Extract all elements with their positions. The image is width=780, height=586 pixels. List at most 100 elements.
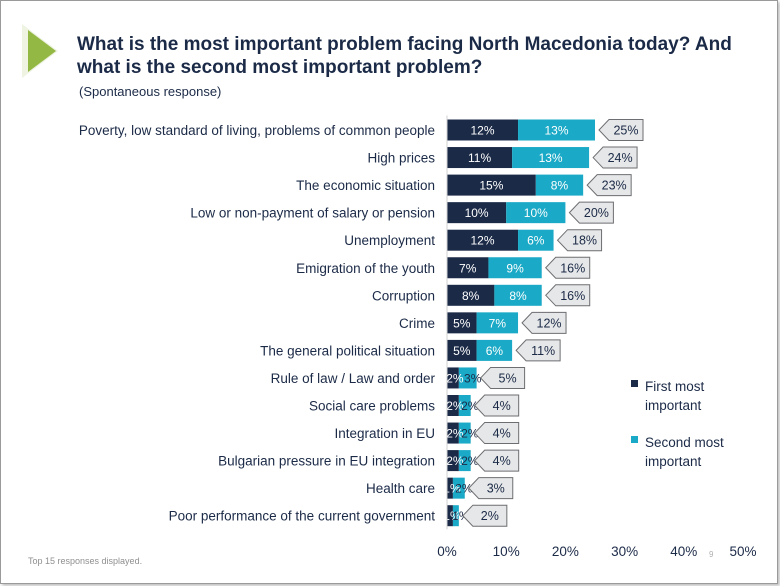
bar-second-most-important <box>518 119 595 141</box>
x-tick-label: 20% <box>552 544 579 559</box>
total-callout <box>556 229 603 252</box>
bar-second-most-important <box>458 450 471 472</box>
total-label: 25% <box>613 124 638 138</box>
x-tick-label: 10% <box>493 544 520 559</box>
category-label: Low or non-payment of salary or pension <box>190 206 435 221</box>
total-callout <box>473 422 520 445</box>
bar-first-most-important <box>447 257 489 279</box>
data-label-first: 2% <box>446 399 464 413</box>
data-label-first: 11% <box>468 151 491 165</box>
x-tick-label: 40% <box>670 544 697 559</box>
data-label-first: 5% <box>453 344 471 358</box>
total-callout <box>462 504 508 527</box>
data-label-first: 7% <box>459 261 477 275</box>
bar-first-most-important <box>447 174 536 196</box>
bar-second-most-important <box>476 312 519 334</box>
data-label-first: 10% <box>465 206 489 220</box>
bar-first-most-important <box>447 284 495 306</box>
bar-first-most-important <box>447 367 459 389</box>
total-callout <box>586 174 632 197</box>
bar-first-most-important <box>447 119 519 141</box>
data-label-first: 1% <box>443 509 461 523</box>
category-label: The economic situation <box>296 178 435 193</box>
page-subtitle: (Spontaneous response) <box>79 84 222 99</box>
bar-second-most-important <box>458 367 477 389</box>
x-tick-label: 30% <box>611 544 638 559</box>
total-label: 4% <box>493 399 511 413</box>
total-label: 16% <box>560 261 585 275</box>
total-label: 12% <box>537 316 562 330</box>
total-callout <box>479 366 526 389</box>
data-label-second: 2% <box>455 482 473 496</box>
page-number: 9 <box>709 550 714 559</box>
bar-second-most-important <box>458 422 471 444</box>
total-callout <box>515 339 561 362</box>
legend-label-first-cont: important <box>645 398 702 413</box>
bar-second-most-important <box>452 477 465 499</box>
data-label-second: 2% <box>461 454 479 468</box>
bar-second-most-important <box>535 174 584 196</box>
data-label-second: 10% <box>524 206 548 220</box>
data-label-first: 2% <box>446 454 464 468</box>
total-label: 11% <box>531 344 555 358</box>
total-callout <box>473 449 520 472</box>
total-label: 24% <box>608 151 633 165</box>
bar-second-most-important <box>488 257 542 279</box>
data-label-second: 2% <box>461 427 479 441</box>
data-label-second: 3% <box>464 371 482 385</box>
bar-second-most-important <box>506 202 566 224</box>
bar-first-most-important <box>447 395 459 416</box>
page-title: What is the most important problem facin… <box>77 34 732 78</box>
legend-swatch-second <box>631 436 638 443</box>
data-label-first: 12% <box>471 124 495 138</box>
data-label-second: 8% <box>509 289 527 303</box>
legend-swatch-first <box>631 380 638 387</box>
bar-first-most-important <box>447 229 519 251</box>
bar-second-most-important <box>512 147 590 169</box>
category-label: High prices <box>367 151 435 166</box>
category-label: Crime <box>399 316 435 331</box>
total-callout <box>473 394 520 417</box>
bar-first-most-important <box>447 202 507 224</box>
data-label-second: 13% <box>539 151 563 165</box>
bar-first-most-important <box>447 312 477 334</box>
data-label-first: 5% <box>453 316 471 330</box>
category-label: Bulgarian pressure in EU integration <box>218 454 435 469</box>
data-label-second: 6% <box>486 344 504 358</box>
bar-first-most-important <box>447 339 477 361</box>
category-label: Corruption <box>372 288 435 303</box>
x-tick-label: 0% <box>437 544 457 559</box>
category-label: Poor performance of the current governme… <box>169 509 436 524</box>
total-label: 4% <box>493 454 511 468</box>
data-label-second: 2% <box>461 399 479 413</box>
category-label: Rule of law / Law and order <box>271 371 436 386</box>
total-callout <box>521 311 567 334</box>
accent-triangle-icon <box>28 30 56 72</box>
total-callout <box>598 119 644 141</box>
total-label: 16% <box>560 289 585 303</box>
total-label: 23% <box>602 179 627 193</box>
total-callout <box>568 201 614 224</box>
data-label-second: 8% <box>551 179 569 193</box>
total-callout <box>592 146 638 169</box>
category-label: The general political situation <box>260 343 435 358</box>
data-label-first: 15% <box>479 179 503 193</box>
category-label: Poverty, low standard of living, problem… <box>79 123 435 138</box>
total-callout <box>545 284 591 307</box>
bar-first-most-important <box>447 422 459 444</box>
total-label: 20% <box>584 206 609 220</box>
data-label-first: 8% <box>462 289 480 303</box>
x-tick-label: 50% <box>729 544 756 559</box>
bar-second-most-important <box>518 229 554 251</box>
total-callout <box>468 477 514 500</box>
bar-second-most-important <box>494 284 542 306</box>
total-label: 3% <box>487 482 505 496</box>
data-label-second: 13% <box>545 124 569 138</box>
bar-second-most-important <box>458 395 471 416</box>
category-label: Health care <box>366 481 435 496</box>
footnote: Top 15 responses displayed. <box>28 556 143 566</box>
bar-first-most-important <box>447 477 453 499</box>
category-label: Integration in EU <box>334 426 435 441</box>
